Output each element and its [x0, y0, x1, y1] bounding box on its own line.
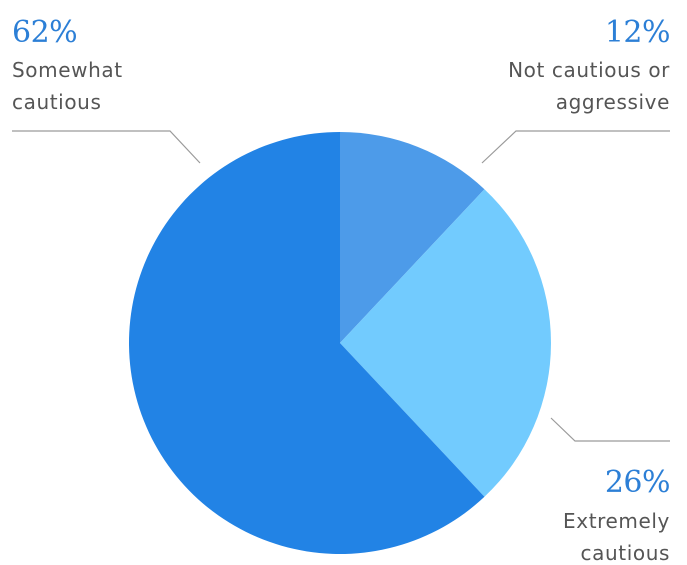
leader-lines: [12, 130, 670, 442]
leader-line-not-cautious: [481, 130, 670, 164]
pie-slice-extremely-cautious: [340, 189, 551, 497]
pie-slices: [128, 132, 551, 554]
slice-label-not-cautious-line1: Not cautious or: [508, 58, 670, 82]
slice-label-somewhat-cautious-line2: cautious: [12, 90, 101, 114]
slice-percent-somewhat-cautious: 62%: [12, 15, 77, 50]
slice-label-somewhat-cautious-line1: Somewhat: [12, 58, 123, 82]
slice-label-extremely-cautious-line1: Extremely: [563, 509, 670, 533]
slice-label-not-cautious-line2: aggressive: [556, 90, 670, 114]
pie-slice-not-cautious-or-aggressive: [340, 132, 485, 343]
slice-label-extremely-cautious-line2: cautious: [581, 541, 670, 565]
pie-slice-somewhat-cautious: [128, 132, 485, 554]
slice-percent-not-cautious: 12%: [605, 15, 670, 50]
leader-line-somewhat-cautious: [12, 130, 201, 164]
leader-line-extremely-cautious: [550, 417, 670, 442]
slice-percent-extremely-cautious: 26%: [605, 465, 670, 500]
